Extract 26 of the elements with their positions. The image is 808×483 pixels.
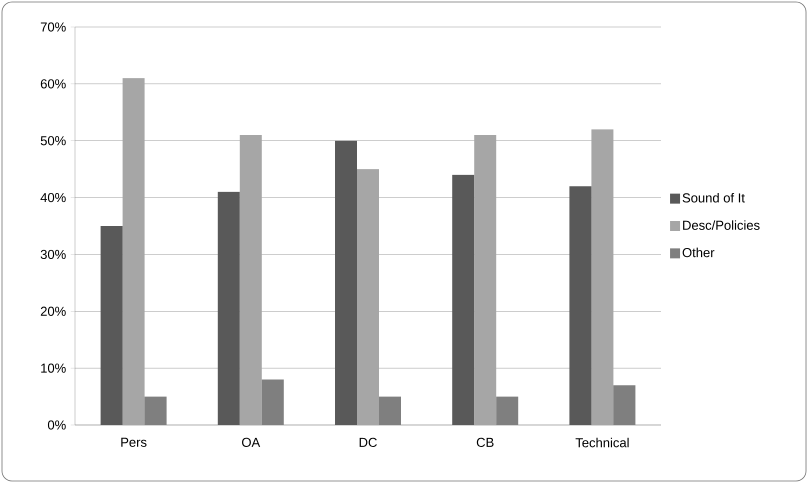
bar	[100, 226, 123, 425]
bar	[218, 192, 240, 425]
y-tick-label: 50%	[40, 136, 66, 146]
bar	[474, 135, 496, 425]
bar	[357, 169, 380, 425]
y-tick-label: 30%	[40, 250, 66, 260]
y-tick-label: 70%	[40, 22, 66, 32]
bar	[122, 78, 145, 425]
bar	[452, 174, 474, 425]
y-tick-label: 0%	[48, 420, 66, 430]
bar	[591, 129, 614, 425]
y-tick-label: 60%	[40, 79, 66, 88]
legend-label: Sound of It	[682, 192, 745, 203]
y-tick-label: 10%	[41, 364, 66, 373]
x-tick-label: OA	[242, 438, 260, 447]
y-tick-label: 40%	[40, 192, 66, 202]
bar	[240, 135, 262, 425]
x-tick-label: Pers	[121, 438, 146, 447]
x-tick-label: DC	[360, 438, 377, 447]
bar	[335, 140, 358, 425]
legend-label: Desc/Policies	[683, 220, 760, 230]
x-tick-label: CB	[476, 438, 494, 447]
x-tick-label: Technical	[576, 438, 629, 448]
legend-label: Other	[682, 248, 714, 258]
y-tick-label: 20%	[40, 306, 66, 316]
bar	[569, 186, 592, 425]
